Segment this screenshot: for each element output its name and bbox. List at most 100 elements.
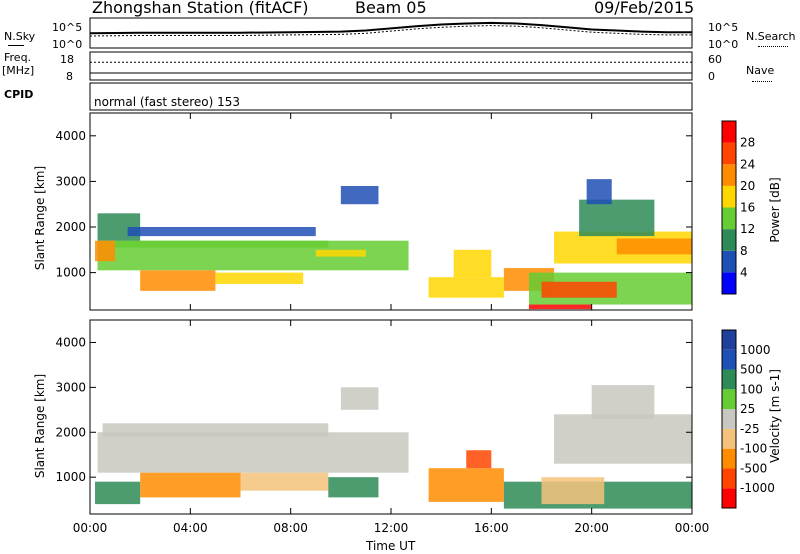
velocity-data-region [340,387,379,410]
time-xtick-label: 20:00 [574,521,609,535]
power-ytick-label: 1000 [55,266,86,280]
power-colorbar-tick: 12 [740,222,755,236]
nsky-legend-line [8,45,24,46]
time-xtick-label: 08:00 [273,521,308,535]
velocity-colorbar-swatch [722,428,736,449]
power-data-region [579,199,655,237]
station-title: Zhongshan Station (fitACF) [92,0,309,17]
velocity-data-region [591,385,655,419]
velocity-colorbar-swatch [722,369,736,390]
power-colorbar-swatch [722,121,736,143]
velocity-data-region [328,477,379,498]
velocity-colorbar-tick: -25 [740,422,760,436]
power-data-region [428,277,504,298]
power-colorbar-swatch [722,164,736,186]
power-colorbar-tick: 16 [740,201,755,215]
velocity-ytick-label: 1000 [55,470,86,484]
date-label: 09/Feb/2015 [594,0,695,17]
velocity-colorbar-swatch [722,349,736,370]
nsearch-legend-line [758,46,788,47]
power-colorbar-swatch [722,272,736,294]
freq-label: Freq. [4,51,32,64]
power-data-region [115,240,329,248]
power-data-region [140,270,216,291]
velocity-colorbar-tick: -500 [740,461,767,475]
velocity-colorbar-swatch [722,409,736,429]
velocity-colorbar-swatch [722,488,736,508]
nsearch-label: N.Search [746,30,796,43]
velocity-data-region [554,414,692,464]
velocity-colorbar-swatch [722,448,736,469]
noise-ytick-low: 10^0 [52,38,83,51]
velocity-ytick-label: 4000 [55,335,86,349]
power-ytick-label: 4000 [55,129,86,143]
nsky-label: N.Sky [4,30,36,43]
velocity-colorbar-frame [721,329,737,509]
velocity-colorbar-tick: -1000 [740,481,775,495]
power-colorbar-tick: 28 [740,136,755,150]
time-xtick-label: 00:00 [73,521,108,535]
noise-ytick-right-high: 10^5 [708,21,739,34]
nave-ytick-high: 60 [708,53,722,66]
freq-panel-frame [89,51,693,81]
power-data-region [528,304,592,310]
velocity-data-region [97,432,409,473]
noise-ytick-high: 10^5 [52,21,83,34]
power-colorbar-tick: 4 [740,265,748,279]
power-data-region [95,240,116,262]
noise-ytick-right-low: 10^0 [708,38,739,51]
velocity-colorbar-swatch [722,389,736,410]
nsky-line [89,21,692,35]
velocity-colorbar-tick: -100 [740,442,767,456]
power-colorbar-tick: 24 [740,157,755,171]
cpid-text: normal (fast stereo) 153 [94,95,241,109]
power-colorbar-frame [721,120,737,295]
time-xlabel: Time UT [366,539,416,553]
velocity-colorbar-swatch [722,330,736,350]
velocity-data-region [466,450,492,469]
freq-ytick-low: 8 [66,70,73,83]
velocity-data-region [140,472,241,498]
power-colorbar-swatch [722,207,736,230]
velocity-data-region [95,481,141,505]
velocity-ytick-label: 3000 [55,380,86,394]
velocity-data-region [428,468,504,502]
time-xtick-label: 00:00 [675,521,710,535]
velocity-data-region [240,472,329,491]
velocity-colorbar-tick: 100 [740,382,763,396]
power-colorbar-tick: 20 [740,179,755,193]
nave-ytick-low: 0 [708,70,715,83]
velocity-ytick-label: 2000 [55,425,86,439]
power-data-region [340,185,379,205]
power-ytick-label: 2000 [55,220,86,234]
power-data-region [453,249,492,278]
freq-unit-label: [MHz] [2,64,35,77]
cpid-panel-frame [89,82,693,111]
velocity-data-region [541,477,605,505]
power-data-region [586,179,612,205]
velocity-colorbar-tick: 1000 [740,343,771,357]
power-data-region [215,272,304,285]
power-colorbar-swatch [722,229,736,251]
freq-ytick-high: 18 [60,53,74,66]
power-data-region [541,281,617,298]
power-colorbar-swatch [722,185,736,208]
power-ytick-label: 3000 [55,174,86,188]
cpid-label: CPID [4,88,34,101]
nsearch-line [89,25,692,37]
time-xtick-label: 04:00 [173,521,208,535]
beam-label: Beam 05 [355,0,427,17]
power-colorbar-swatch [722,250,736,273]
velocity-colorbar-swatch [722,468,736,489]
time-xtick-label: 12:00 [374,521,409,535]
nave-legend-line [752,81,772,82]
nave-label: Nave [746,64,775,77]
velocity-data-region [102,423,329,437]
power-data-region [616,238,692,255]
velocity-colorbar-tick: 25 [740,402,755,416]
power-colorbar-swatch [722,142,736,165]
power-colorbar-tick: 8 [740,244,748,258]
power-data-region [315,249,366,257]
power-data-region [127,227,316,237]
